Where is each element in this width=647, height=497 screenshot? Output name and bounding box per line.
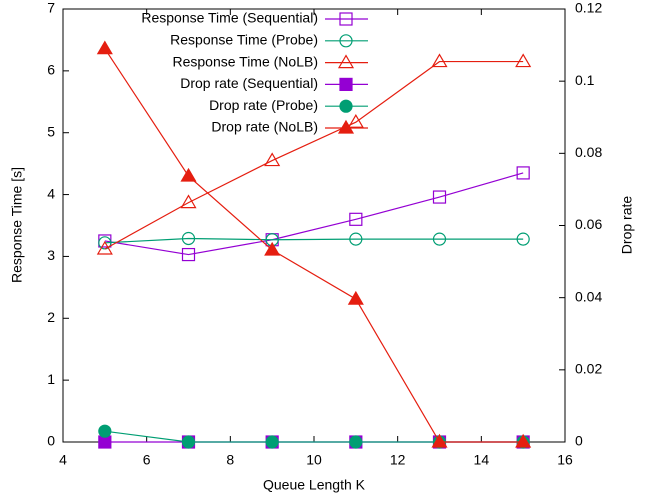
marker — [339, 77, 353, 92]
marker — [349, 435, 363, 449]
y2-tick-label: 0.12 — [575, 0, 602, 16]
marker — [515, 53, 532, 68]
legend-label: Drop rate (Probe) — [209, 97, 318, 113]
y-tick-label: 1 — [47, 371, 55, 387]
y-tick-label: 5 — [47, 123, 55, 139]
marker — [431, 433, 448, 448]
marker — [264, 152, 281, 167]
x-tick-label: 12 — [390, 452, 406, 468]
y2-tick-label: 0.04 — [575, 288, 602, 304]
plot-frame — [62, 8, 566, 443]
marker — [181, 231, 196, 246]
x-axis-label: Queue Length K — [263, 477, 366, 493]
y-tick-label: 2 — [47, 309, 55, 325]
legend-label: Response Time (NoLB) — [172, 53, 318, 69]
x-tick-label: 4 — [59, 452, 67, 468]
legend-label: Response Time (Probe) — [170, 32, 318, 48]
series-line — [104, 60, 524, 250]
legend-label: Drop rate (NoLB) — [211, 119, 318, 135]
marker — [349, 212, 363, 226]
marker — [432, 232, 447, 246]
y2-axis-label: Drop rate — [619, 196, 635, 255]
marker — [337, 54, 355, 69]
series-line — [104, 48, 524, 443]
marker — [98, 435, 112, 449]
marker — [432, 190, 447, 204]
marker — [339, 12, 353, 26]
marker — [337, 119, 355, 134]
y2-tick-label: 0 — [575, 433, 583, 449]
y2-tick-label: 0.02 — [575, 361, 602, 377]
x-tick-label: 10 — [306, 452, 322, 468]
y-axis-label: Response Time [s] — [9, 167, 25, 283]
y-tick-label: 3 — [47, 247, 55, 263]
marker — [347, 290, 364, 305]
marker — [180, 194, 197, 209]
marker — [181, 247, 196, 262]
series-line — [104, 237, 524, 244]
marker — [516, 166, 530, 180]
y2-tick-label: 0.1 — [575, 72, 595, 88]
series-line — [104, 172, 524, 256]
marker — [96, 240, 113, 255]
x-tick-label: 6 — [143, 452, 151, 468]
marker — [339, 34, 353, 48]
legend-label: Response Time (Sequential) — [141, 10, 318, 26]
y-tick-label: 7 — [47, 0, 55, 16]
x-tick-label: 8 — [226, 452, 234, 468]
x-tick-label: 16 — [557, 452, 573, 468]
legend-label: Drop rate (Sequential) — [180, 75, 318, 91]
y2-tick-label: 0.06 — [575, 216, 602, 232]
marker — [515, 433, 532, 448]
marker — [431, 53, 448, 68]
marker — [339, 99, 353, 113]
marker — [181, 435, 196, 449]
y-tick-label: 4 — [47, 185, 55, 201]
marker — [98, 424, 112, 438]
y-tick-label: 0 — [47, 433, 55, 449]
marker — [265, 435, 279, 449]
marker — [264, 241, 281, 256]
y-tick-label: 6 — [47, 62, 55, 78]
marker — [516, 232, 530, 246]
y2-tick-label: 0.08 — [575, 144, 602, 160]
marker — [349, 232, 363, 246]
marker — [347, 114, 364, 128]
marker — [180, 167, 197, 182]
x-tick-label: 14 — [474, 452, 490, 468]
marker — [96, 40, 113, 55]
